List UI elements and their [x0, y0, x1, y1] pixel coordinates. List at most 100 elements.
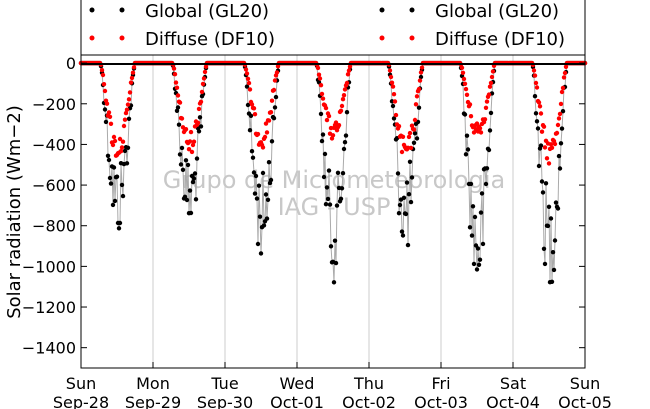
- diffuse-point: [320, 96, 326, 101]
- global-point: [198, 124, 204, 129]
- diffuse-point: [330, 133, 336, 138]
- global-point: [263, 192, 269, 197]
- diffuse-point: [195, 120, 201, 126]
- diffuse-point: [266, 118, 272, 123]
- diffuse-point: [187, 139, 193, 144]
- global-point: [340, 171, 346, 176]
- diffuse-point: [459, 65, 465, 71]
- global-point: [548, 216, 554, 221]
- global-point: [264, 216, 270, 221]
- global-point: [324, 185, 330, 190]
- global-point: [197, 115, 203, 120]
- diffuse-point: [419, 65, 425, 70]
- diffuse-point: [407, 130, 413, 136]
- global-point: [339, 186, 345, 191]
- x-tick-label-date: Sep-28: [53, 393, 109, 409]
- global-point: [467, 225, 473, 230]
- global-point: [560, 109, 566, 114]
- diffuse-point: [400, 134, 406, 139]
- diffuse-point: [462, 81, 468, 87]
- diffuse-point: [538, 111, 544, 116]
- y-tick-label: −1200: [22, 298, 76, 317]
- diffuse-point: [247, 87, 253, 92]
- global-point: [540, 190, 546, 195]
- global-point: [266, 160, 272, 165]
- global-point: [196, 129, 202, 134]
- global-point: [408, 199, 414, 205]
- diffuse-point: [341, 93, 347, 98]
- global-point: [119, 182, 125, 188]
- global-point: [553, 200, 559, 205]
- legend-marker: [119, 7, 125, 13]
- diffuse-point: [249, 102, 255, 107]
- global-point: [254, 196, 260, 201]
- diffuse-point: [467, 102, 473, 107]
- global-point: [319, 138, 325, 144]
- legend-marker: [379, 35, 385, 41]
- diffuse-point: [190, 142, 196, 148]
- diffuse-point: [482, 117, 488, 122]
- x-tick-label-date: Sep-29: [125, 393, 181, 409]
- diffuse-point: [272, 78, 278, 83]
- diffuse-point: [108, 121, 114, 127]
- global-point: [463, 152, 469, 157]
- global-point: [106, 157, 112, 163]
- diffuse-point: [326, 113, 332, 119]
- diffuse-point: [461, 76, 467, 82]
- diffuse-point: [554, 130, 560, 136]
- global-point: [338, 196, 344, 201]
- global-point: [107, 175, 113, 181]
- diffuse-point: [316, 72, 322, 77]
- diffuse-point: [315, 65, 321, 71]
- global-point: [116, 226, 122, 231]
- diffuse-point: [172, 72, 178, 77]
- global-point: [273, 94, 279, 100]
- diffuse-point: [345, 72, 351, 77]
- global-point: [476, 262, 482, 267]
- diffuse-point: [464, 92, 470, 98]
- global-point: [472, 214, 478, 220]
- diffuse-point: [338, 108, 344, 114]
- global-point: [250, 155, 256, 160]
- global-point: [122, 148, 128, 154]
- y-tick-label: 0: [66, 54, 76, 73]
- legend-box: [80, 0, 586, 56]
- diffuse-point: [251, 106, 257, 111]
- global-point: [532, 94, 538, 99]
- global-point: [256, 183, 262, 188]
- global-point: [407, 159, 413, 164]
- diffuse-point: [388, 74, 394, 80]
- diffuse-point: [460, 70, 466, 76]
- diffuse-point: [106, 110, 112, 115]
- global-point: [261, 223, 267, 228]
- diffuse-point: [390, 84, 396, 89]
- global-point: [322, 151, 328, 157]
- global-point: [469, 233, 475, 238]
- diffuse-point: [393, 112, 399, 118]
- x-tick-label-date: Oct-03: [414, 393, 468, 409]
- global-point: [114, 174, 120, 179]
- legend-marker: [89, 35, 95, 41]
- diffuse-point: [391, 92, 397, 97]
- diffuse-point: [541, 124, 547, 129]
- legend-label: Diffuse (DF10): [435, 29, 565, 50]
- global-point: [321, 174, 327, 180]
- global-point: [269, 139, 275, 144]
- diffuse-point: [110, 142, 116, 148]
- global-point: [412, 131, 418, 136]
- x-tick-label-day: Tue: [210, 374, 238, 393]
- diffuse-point: [274, 70, 280, 75]
- diffuse-point: [563, 64, 569, 70]
- global-point: [546, 204, 552, 209]
- global-point: [559, 126, 565, 131]
- diffuse-point: [255, 131, 261, 137]
- global-point: [187, 188, 193, 193]
- global-point: [478, 210, 484, 215]
- x-tick-label-date: Oct-02: [342, 393, 396, 409]
- diffuse-point: [408, 145, 414, 151]
- global-point: [390, 103, 396, 109]
- y-tick-label: −400: [32, 135, 76, 154]
- diffuse-point: [490, 69, 496, 74]
- global-point: [177, 152, 183, 157]
